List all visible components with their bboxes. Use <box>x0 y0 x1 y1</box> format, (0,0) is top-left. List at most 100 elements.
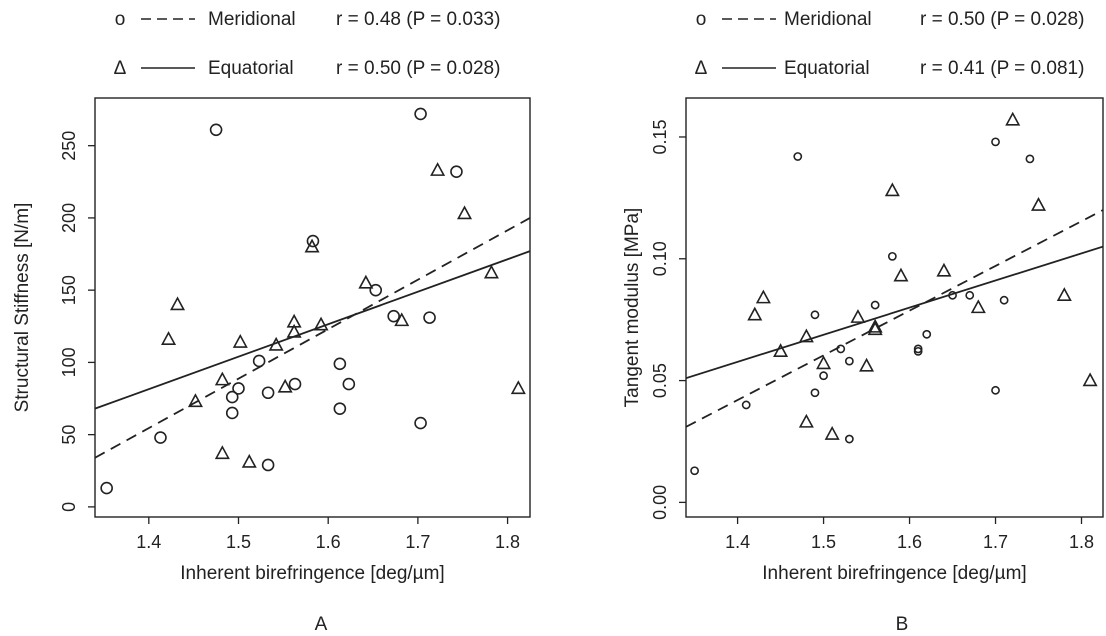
legend-name: Meridional <box>784 9 872 30</box>
y-axis-label: Tangent modulus [MPa] <box>622 208 643 408</box>
meridional-point <box>209 123 223 137</box>
equatorial-point <box>816 355 832 370</box>
equatorial-point <box>277 378 293 393</box>
x-tick-label: 1.5 <box>811 532 836 552</box>
meridional-point <box>414 107 427 121</box>
x-axis-label: Inherent birefringence [deg/µm] <box>762 563 1026 584</box>
meridional-point <box>991 385 1000 395</box>
equatorial-fit-line <box>686 245 1103 380</box>
equatorial-point <box>867 318 883 333</box>
meridional-point <box>810 310 820 320</box>
meridional-point <box>793 152 803 161</box>
equatorial-point <box>268 336 284 351</box>
equatorial-point <box>483 264 499 279</box>
meridional-point <box>154 431 167 444</box>
equatorial-point <box>241 453 257 468</box>
legend-symbol: Δ <box>114 58 127 79</box>
meridional-point <box>261 386 275 400</box>
y-tick-label: 0.10 <box>650 241 670 276</box>
equatorial-point <box>286 323 302 338</box>
meridional-point <box>870 300 880 310</box>
equatorial-point <box>313 316 329 331</box>
meridional-point <box>913 346 923 356</box>
equatorial-point <box>232 333 248 348</box>
meridional-point <box>232 382 245 395</box>
x-tick-label: 1.6 <box>897 532 922 552</box>
meridional-point <box>414 416 427 430</box>
meridional-point <box>810 388 820 398</box>
meridional-point <box>387 309 400 323</box>
equatorial-point <box>510 380 526 395</box>
equatorial-point <box>824 425 840 440</box>
equatorial-point <box>850 309 866 323</box>
y-tick-label: 0.05 <box>650 363 670 398</box>
meridional-point <box>991 137 1000 147</box>
equatorial-point <box>161 331 177 345</box>
equatorial-point <box>936 262 952 277</box>
meridional-point <box>423 311 436 324</box>
y-tick-label: 50 <box>59 425 79 445</box>
y-tick-label: 0.00 <box>650 485 670 520</box>
y-tick-label: 0.15 <box>650 119 670 154</box>
x-tick-label: 1.6 <box>316 532 341 552</box>
meridional-point <box>369 283 383 297</box>
legend-entry-meridional: o Meridional r = 0.50 (P = 0.028) <box>696 9 1085 30</box>
meridional-point <box>252 354 266 368</box>
y-tick-label: 200 <box>59 203 79 233</box>
equatorial-point <box>214 371 230 386</box>
legend-stat: r = 0.50 (P = 0.028) <box>336 58 500 79</box>
equatorial-point <box>1056 287 1072 301</box>
meridional-point <box>999 295 1009 305</box>
legend-stat: r = 0.50 (P = 0.028) <box>920 9 1084 30</box>
equatorial-point <box>169 296 186 311</box>
meridional-point <box>836 344 846 354</box>
legend-name: Meridional <box>208 9 296 30</box>
meridional-point <box>741 400 751 410</box>
x-tick-label: 1.5 <box>226 532 251 552</box>
meridional-point <box>887 251 897 261</box>
x-tick-label: 1.4 <box>136 532 161 552</box>
meridional-point <box>333 402 347 415</box>
y-tick-label: 250 <box>59 131 79 161</box>
panel-label: A <box>315 614 328 635</box>
equatorial-point <box>893 267 909 282</box>
meridional-point <box>690 466 699 476</box>
equatorial-point <box>798 413 814 428</box>
equatorial-point <box>773 343 789 358</box>
equatorial-point <box>755 289 771 304</box>
meridional-point <box>225 406 239 420</box>
x-tick-label: 1.8 <box>495 532 520 552</box>
legend-entry-equatorial: Δ Equatorial r = 0.50 (P = 0.028) <box>114 58 501 79</box>
meridional-point <box>844 356 854 366</box>
meridional-point <box>261 458 275 472</box>
meridional-point <box>225 390 239 404</box>
equatorial-point <box>1030 197 1047 211</box>
panel-label: B <box>896 614 909 635</box>
meridional-point <box>333 357 347 371</box>
legend-entry-meridional: o Meridional r = 0.48 (P = 0.033) <box>115 9 501 30</box>
equatorial-point <box>358 274 374 289</box>
meridional-point <box>922 329 932 339</box>
meridional-point <box>100 481 113 495</box>
equatorial-point <box>747 306 763 321</box>
meridional-point <box>1025 154 1035 164</box>
legend-symbol: o <box>115 9 126 30</box>
meridional-point <box>965 290 975 300</box>
equatorial-point <box>1005 111 1021 126</box>
y-tick-label: 150 <box>59 275 79 305</box>
equatorial-fit-line <box>95 250 530 410</box>
equatorial-point <box>304 238 320 253</box>
equatorial-point <box>798 328 814 343</box>
legend-stat: r = 0.48 (P = 0.033) <box>336 9 500 30</box>
meridional-point <box>819 371 828 381</box>
meridional-point <box>288 377 302 391</box>
panel-b: 1.4 1.5 1.6 1.7 1.8 0.00 0.05 0.10 0.15 Inherent … <box>622 9 1104 635</box>
y-axis-label: Structural Stiffness [N/m] <box>12 203 33 413</box>
equatorial-point <box>859 357 875 372</box>
equatorial-point <box>970 299 986 314</box>
meridional-fit-line <box>686 209 1103 428</box>
panel-a: 1.4 1.5 1.6 1.7 1.8 0 50 100 150 200 250 Inherent b… <box>12 9 531 635</box>
plot-frame <box>685 97 1104 518</box>
legend-entry-equatorial: Δ Equatorial r = 0.41 (P = 0.081) <box>695 58 1085 79</box>
